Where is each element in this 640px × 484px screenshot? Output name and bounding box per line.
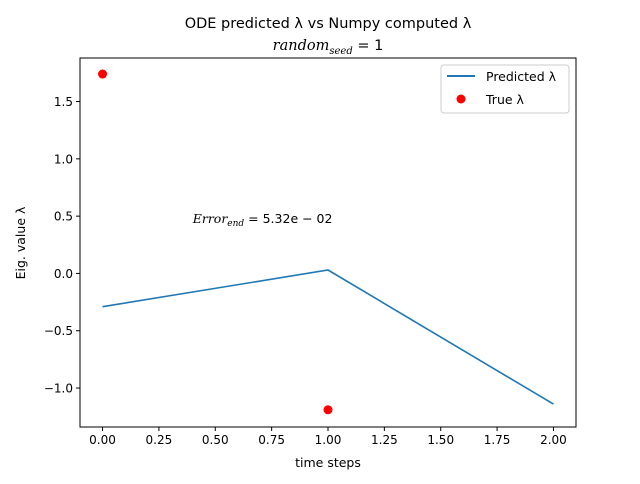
predicted-lambda-line [102, 269, 554, 405]
annotation-subscript: end [227, 219, 244, 229]
x-tick-label: 0.25 [146, 433, 173, 447]
true-lambda-point [323, 405, 333, 415]
x-tick-label: 0.75 [258, 433, 285, 447]
subtitle-main: random [273, 38, 330, 54]
x-tick-label: 1.25 [371, 433, 398, 447]
error-annotation: Errorend = 5.32e − 02 [192, 211, 333, 229]
x-tick-label: 1.75 [484, 433, 511, 447]
y-tick-label: 0.0 [54, 267, 73, 281]
annotation-main: Error [192, 211, 229, 226]
y-tick-label: 1.0 [54, 152, 73, 166]
subtitle-rest: = 1 [353, 38, 384, 54]
axes-frame [79, 57, 577, 428]
legend-true-swatch [456, 94, 466, 104]
annotation-rest: = 5.32e − 02 [244, 211, 332, 226]
subtitle-subscript: seed [329, 46, 352, 57]
x-tick-label: 1.00 [315, 433, 342, 447]
series-layer [98, 69, 554, 415]
legend: Predicted λ True λ [440, 64, 570, 114]
true-lambda-point [98, 69, 108, 79]
y-axis-label: Eig. value λ [13, 206, 28, 279]
x-tick-label: 2.00 [540, 433, 567, 447]
legend-predicted-label: Predicted λ [486, 69, 557, 84]
x-tick-label: 1.50 [427, 433, 454, 447]
x-tick-label: 0.50 [202, 433, 229, 447]
y-tick-label: 0.5 [54, 210, 73, 224]
y-tick-label: −0.5 [44, 324, 73, 338]
x-axis-label: time steps [295, 455, 361, 470]
y-tick-label: −1.0 [44, 382, 73, 396]
x-tick-label: 0.00 [89, 433, 116, 447]
x-axis-ticks: 0.00 0.25 0.50 0.75 1.00 1.25 1.50 1.75 2.00 [89, 427, 567, 447]
y-tick-label: 1.5 [54, 95, 73, 109]
chart-subtitle: randomseed = 1 [273, 38, 384, 57]
legend-true-label: True λ [485, 92, 525, 107]
y-axis-ticks: −1.0 −0.5 0.0 0.5 1.0 1.5 [44, 95, 80, 396]
chart-title: ODE predicted λ vs Numpy computed λ [185, 16, 472, 32]
